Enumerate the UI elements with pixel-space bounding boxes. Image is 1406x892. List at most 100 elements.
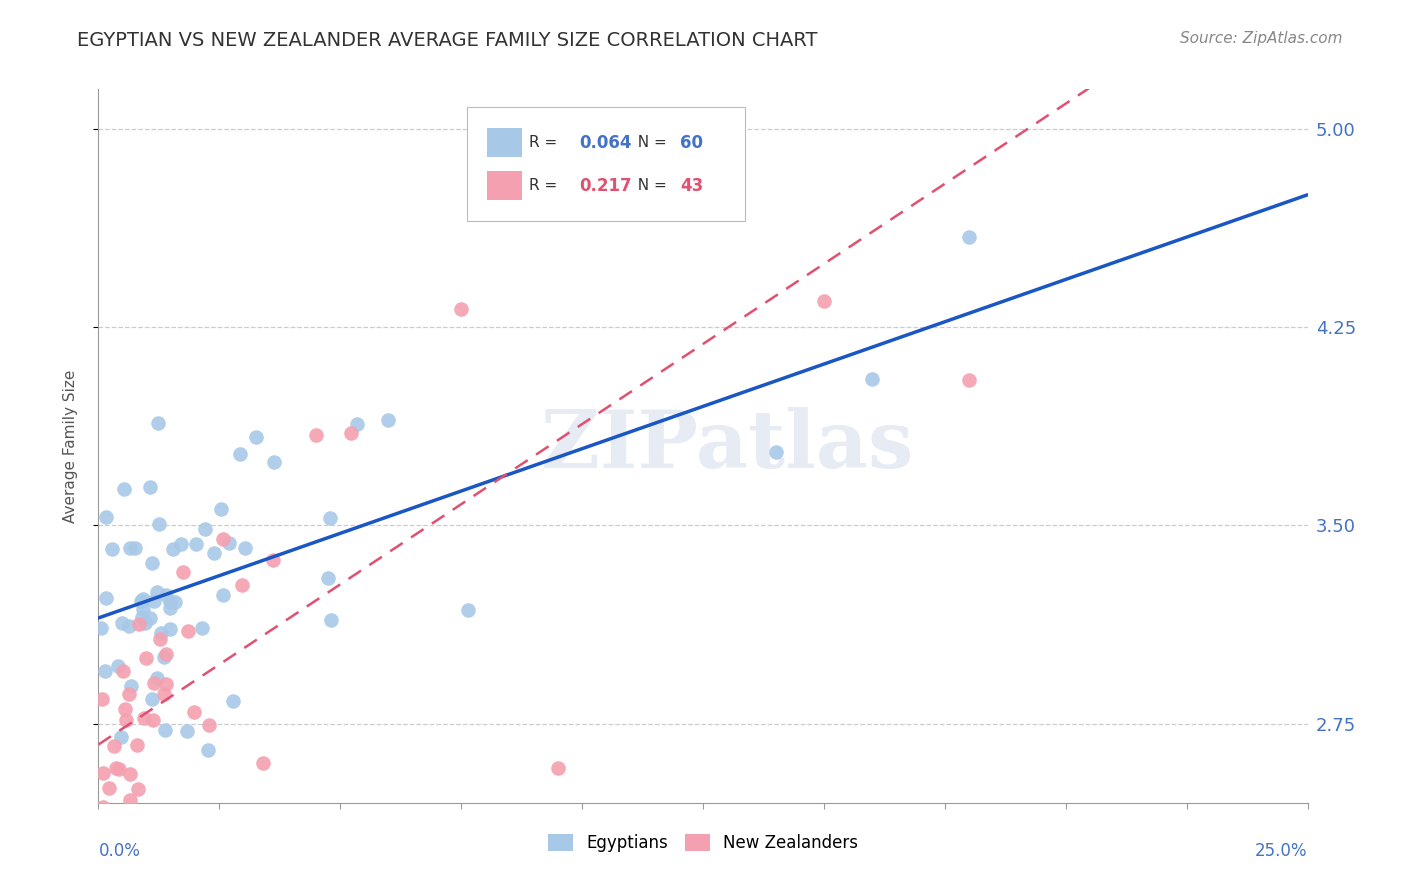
Text: 60: 60: [681, 134, 703, 152]
Point: [263, 455, 285, 469]
Point: [94, 510, 117, 524]
Point: [155, 589, 177, 603]
Point: [107, 659, 129, 673]
Point: [132, 711, 155, 725]
Point: [141, 692, 163, 706]
Point: [110, 730, 132, 744]
Text: 0.0%: 0.0%: [98, 842, 141, 860]
FancyBboxPatch shape: [486, 171, 522, 200]
Point: [127, 739, 149, 753]
Point: [139, 480, 162, 494]
Point: [197, 718, 219, 732]
Point: [146, 417, 169, 431]
Point: [124, 541, 146, 555]
Point: [765, 444, 787, 458]
Point: [135, 651, 157, 665]
Point: [145, 585, 167, 599]
Point: [159, 594, 181, 608]
Point: [221, 694, 243, 708]
Point: [172, 565, 194, 579]
FancyBboxPatch shape: [467, 107, 745, 221]
Point: [134, 615, 156, 630]
Point: [150, 626, 173, 640]
Text: EGYPTIAN VS NEW ZEALANDER AVERAGE FAMILY SIZE CORRELATION CHART: EGYPTIAN VS NEW ZEALANDER AVERAGE FAMILY…: [77, 31, 818, 50]
Point: [194, 522, 217, 536]
Point: [101, 542, 124, 557]
Point: [141, 557, 163, 571]
Point: [547, 761, 569, 775]
Point: [153, 687, 176, 701]
Point: [104, 761, 127, 775]
Point: [97, 826, 120, 840]
Text: Source: ZipAtlas.com: Source: ZipAtlas.com: [1180, 31, 1343, 46]
Point: [377, 413, 399, 427]
Point: [131, 610, 153, 624]
Point: [143, 594, 166, 608]
Legend: Egyptians, New Zealanders: Egyptians, New Zealanders: [541, 827, 865, 859]
Point: [128, 616, 150, 631]
Point: [155, 677, 177, 691]
Point: [112, 482, 135, 496]
Point: [211, 588, 233, 602]
Point: [957, 373, 980, 387]
Point: [211, 532, 233, 546]
Point: [316, 571, 339, 585]
Text: ZIPatlas: ZIPatlas: [541, 407, 914, 485]
Text: 0.064: 0.064: [579, 134, 633, 152]
Point: [90, 691, 112, 706]
Point: [129, 594, 152, 608]
Point: [127, 782, 149, 797]
Point: [90, 621, 112, 635]
Point: [340, 425, 363, 440]
Point: [118, 687, 141, 701]
Point: [860, 372, 883, 386]
Point: [218, 536, 240, 550]
Point: [655, 11, 678, 25]
Point: [813, 293, 835, 308]
Point: [319, 613, 342, 627]
Point: [191, 621, 214, 635]
Point: [177, 624, 200, 639]
Point: [197, 743, 219, 757]
Point: [176, 724, 198, 739]
Point: [112, 664, 135, 678]
Point: [162, 542, 184, 557]
Point: [155, 647, 177, 661]
Text: 0.217: 0.217: [579, 177, 633, 194]
Point: [114, 702, 136, 716]
Point: [118, 619, 141, 633]
Point: [319, 511, 342, 525]
Point: [118, 541, 141, 556]
Point: [229, 448, 252, 462]
Point: [305, 428, 328, 442]
Point: [120, 680, 142, 694]
Point: [111, 615, 134, 630]
Point: [252, 756, 274, 771]
Point: [139, 611, 162, 625]
Text: 43: 43: [681, 177, 703, 194]
Text: R =: R =: [529, 136, 562, 150]
Point: [100, 830, 122, 845]
Point: [148, 516, 170, 531]
FancyBboxPatch shape: [486, 128, 522, 157]
Point: [94, 591, 117, 605]
Point: [145, 671, 167, 685]
Point: [108, 762, 131, 776]
Point: [97, 781, 120, 796]
Point: [155, 723, 177, 737]
Point: [94, 665, 117, 679]
Point: [957, 229, 980, 244]
Point: [159, 601, 181, 615]
Point: [159, 623, 181, 637]
Point: [457, 603, 479, 617]
Point: [142, 713, 165, 727]
Text: N =: N =: [628, 178, 672, 193]
Point: [450, 301, 472, 316]
Point: [103, 739, 125, 753]
Point: [143, 676, 166, 690]
Point: [132, 807, 155, 822]
Point: [91, 766, 114, 780]
Point: [152, 650, 174, 665]
Point: [245, 430, 267, 444]
Text: R =: R =: [529, 178, 562, 193]
